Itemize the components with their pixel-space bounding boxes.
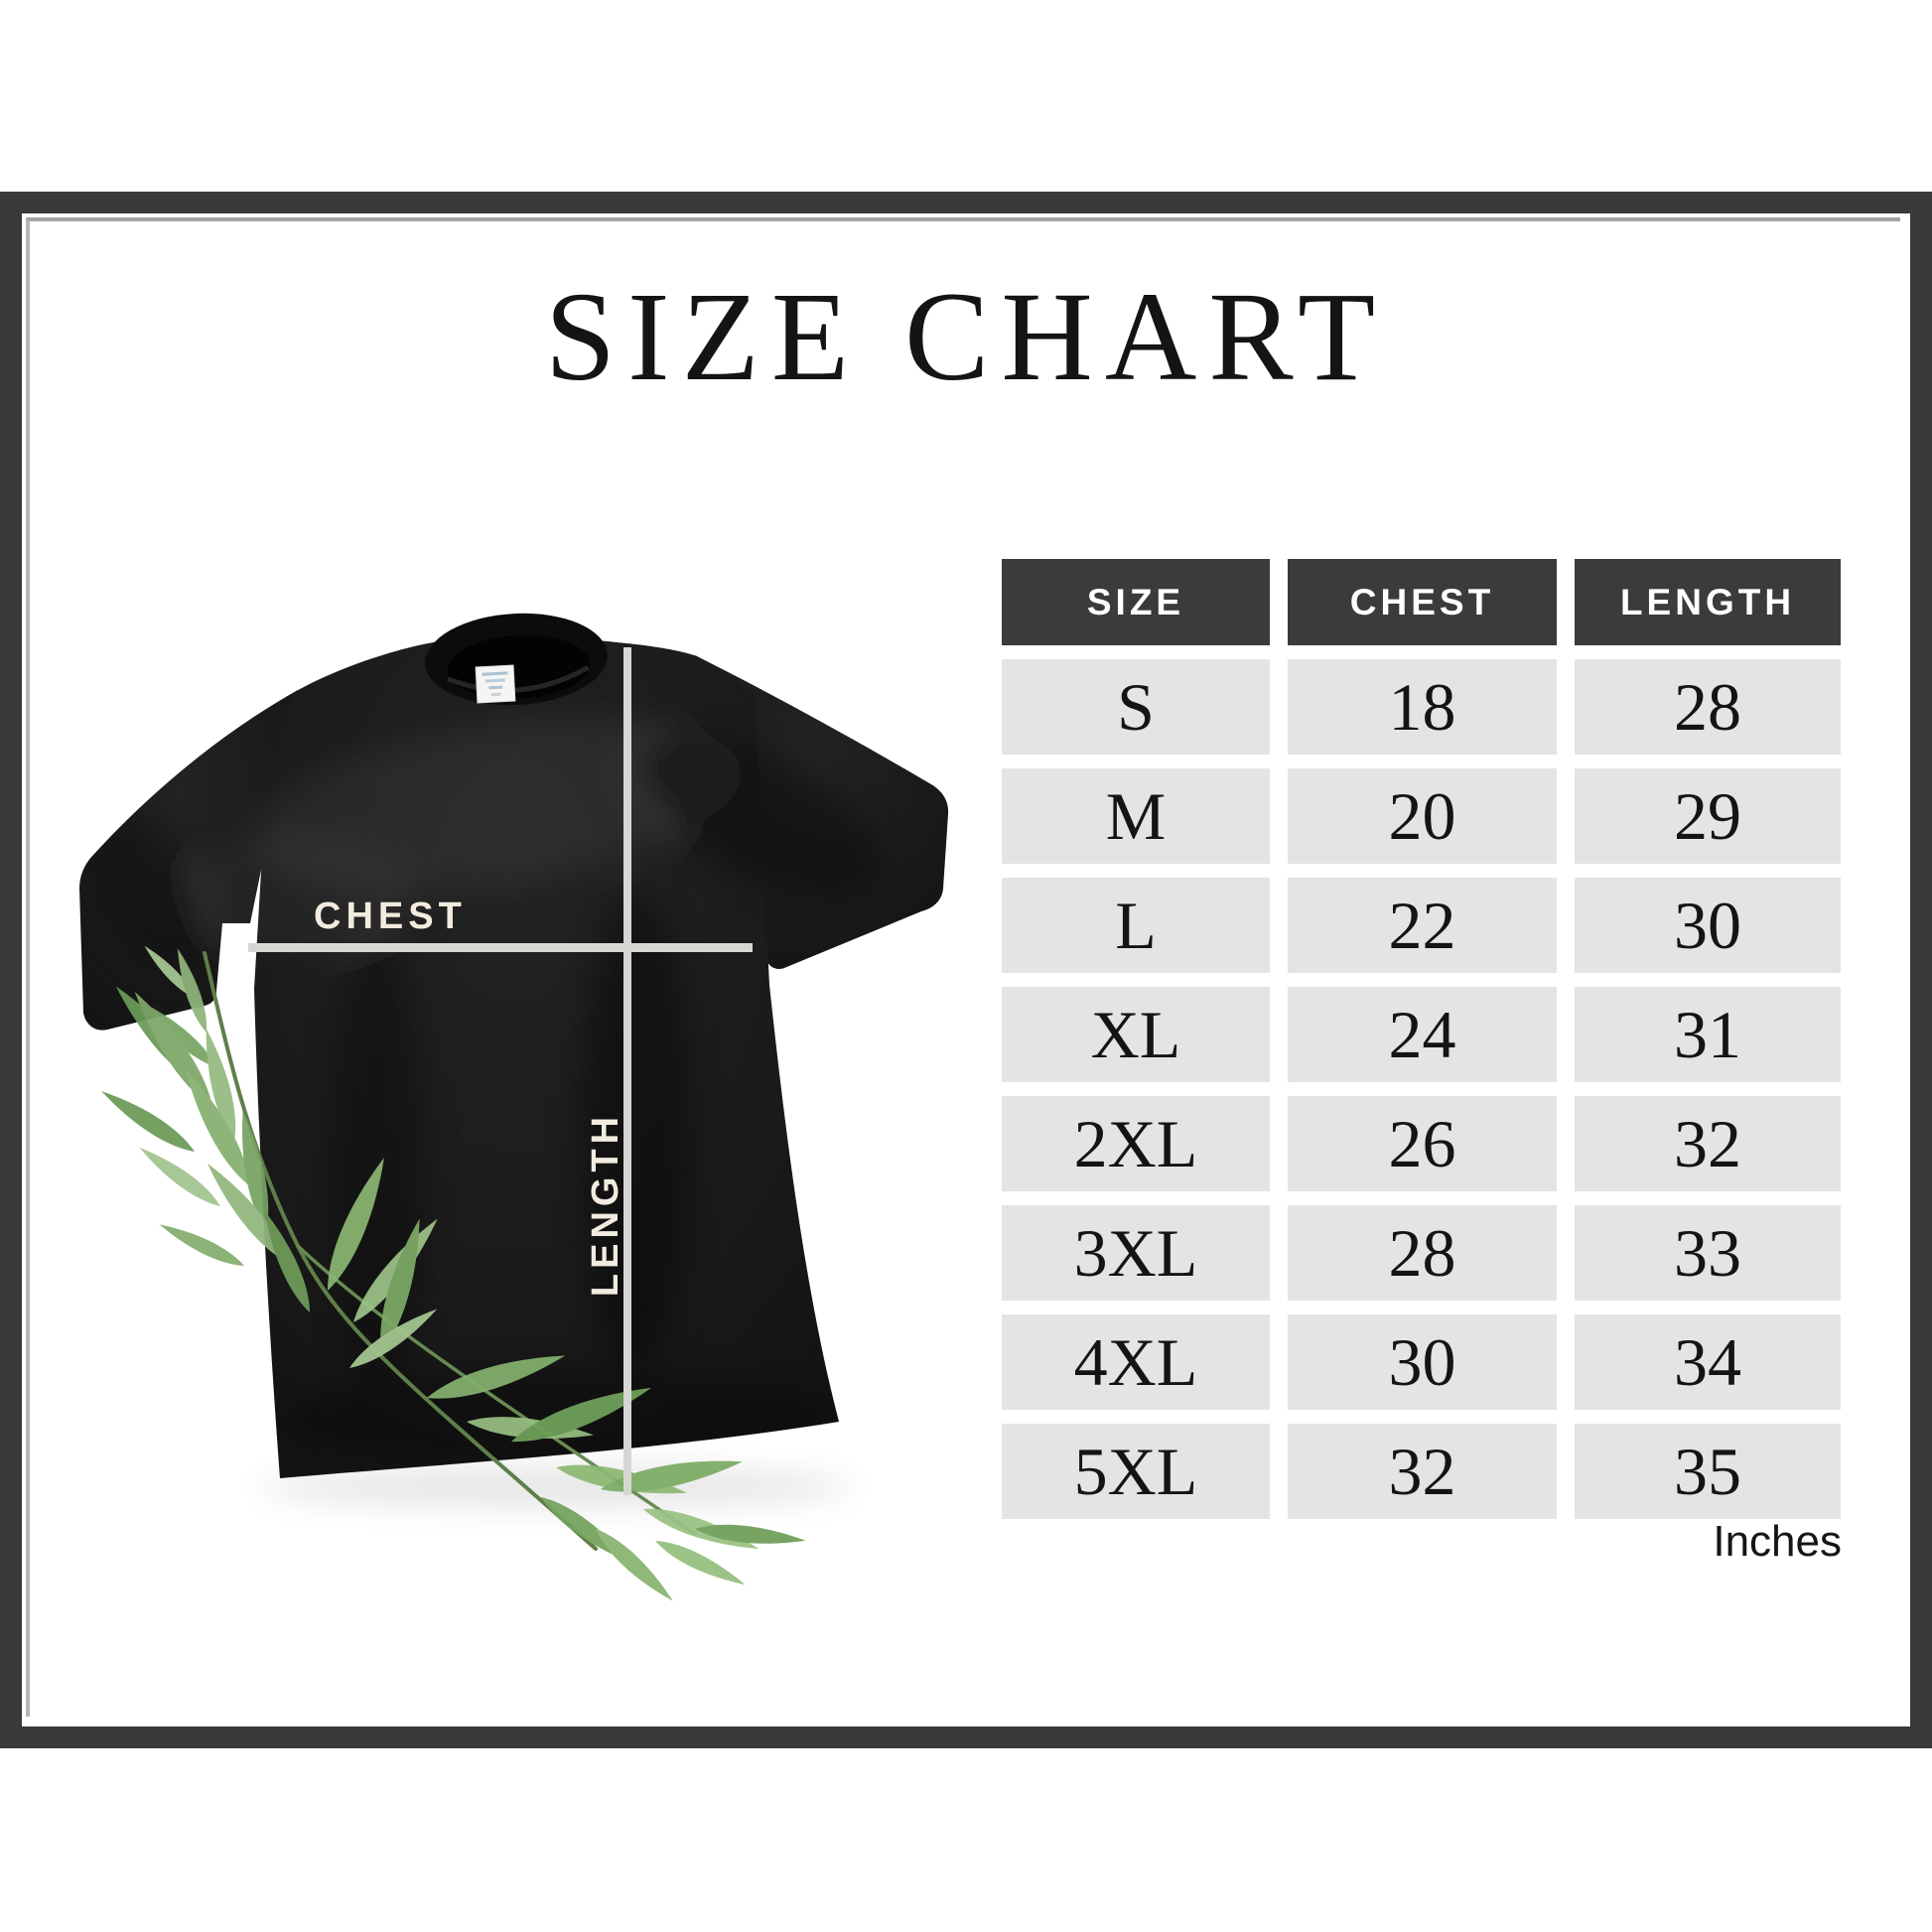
cell-length: 34	[1575, 1314, 1841, 1410]
cell-chest: 30	[1288, 1314, 1557, 1410]
cell-length: 31	[1575, 987, 1841, 1082]
cell-chest: 24	[1288, 987, 1557, 1082]
cell-size: S	[1002, 659, 1270, 755]
cell-length: 33	[1575, 1205, 1841, 1301]
size-table: SIZE CHEST LENGTH S 18 28 M 20 29 L 22 3…	[1002, 559, 1841, 1519]
cell-size: 2XL	[1002, 1096, 1270, 1191]
cell-length: 28	[1575, 659, 1841, 755]
cell-chest: 22	[1288, 878, 1557, 973]
leaf-branch	[95, 942, 807, 1606]
cell-size: 3XL	[1002, 1205, 1270, 1301]
cell-size: M	[1002, 768, 1270, 864]
cell-size: XL	[1002, 987, 1270, 1082]
shirt-shadow	[258, 1467, 854, 1507]
cell-chest: 26	[1288, 1096, 1557, 1191]
cell-chest: 32	[1288, 1424, 1557, 1519]
cell-length: 30	[1575, 878, 1841, 973]
chest-measure-line	[248, 943, 753, 952]
cell-size: 4XL	[1002, 1314, 1270, 1410]
cell-size: L	[1002, 878, 1270, 973]
length-measure-label: LENGTH	[585, 1111, 626, 1298]
cell-chest: 20	[1288, 768, 1557, 864]
cell-length: 35	[1575, 1424, 1841, 1519]
col-header-size: SIZE	[1002, 559, 1270, 645]
cell-length: 29	[1575, 768, 1841, 864]
units-note: Inches	[1713, 1517, 1842, 1566]
neck-tag	[475, 664, 516, 704]
col-header-chest: CHEST	[1288, 559, 1557, 645]
cell-length: 32	[1575, 1096, 1841, 1191]
cell-chest: 18	[1288, 659, 1557, 755]
page-title: SIZE CHART	[544, 266, 1388, 407]
chest-measure-label: CHEST	[314, 896, 467, 937]
col-header-length: LENGTH	[1575, 559, 1841, 645]
cell-chest: 28	[1288, 1205, 1557, 1301]
cell-size: 5XL	[1002, 1424, 1270, 1519]
length-measure-line	[623, 647, 631, 1495]
